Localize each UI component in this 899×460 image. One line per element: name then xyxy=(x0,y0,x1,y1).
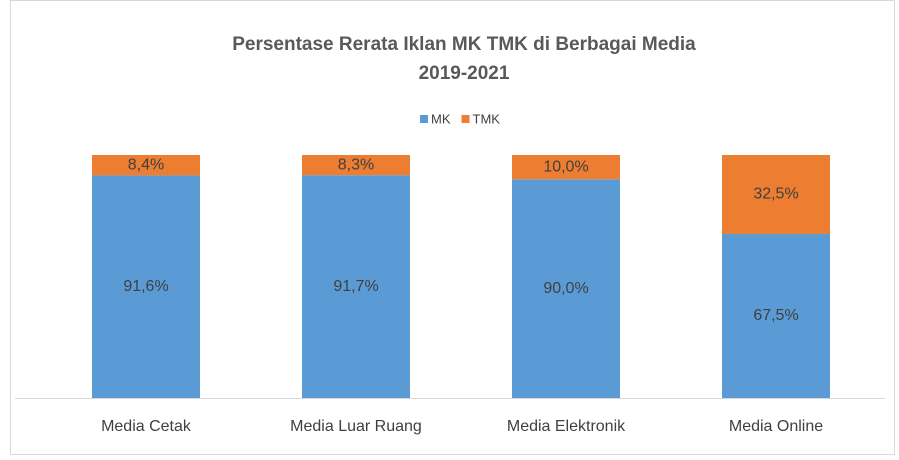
bar-segment xyxy=(722,155,830,234)
bar-segment xyxy=(512,155,620,180)
data-label: 10,0% xyxy=(543,158,588,175)
bar-segment xyxy=(302,155,410,176)
bar-segment xyxy=(92,175,200,398)
bar-segment xyxy=(302,175,410,398)
data-label: 67,5% xyxy=(753,307,798,324)
data-label: 90,0% xyxy=(543,280,588,297)
data-label: 32,5% xyxy=(753,186,798,203)
x-tick-label: Media Elektronik xyxy=(507,418,626,435)
data-label: 8,4% xyxy=(128,156,164,173)
legend-label: TMK xyxy=(473,111,501,126)
legend-swatch xyxy=(420,115,428,123)
bar-segment xyxy=(92,155,200,176)
data-label: 8,3% xyxy=(338,156,374,173)
chart-title: Persentase Rerata Iklan MK TMK di Berbag… xyxy=(232,34,696,55)
x-tick-label: Media Luar Ruang xyxy=(290,418,422,435)
legend-label: MK xyxy=(431,111,451,126)
x-tick-label: Media Cetak xyxy=(101,418,192,435)
data-label: 91,7% xyxy=(333,278,378,295)
x-tick-label: Media Online xyxy=(729,418,823,435)
data-label: 91,6% xyxy=(123,278,168,295)
legend-swatch xyxy=(461,115,470,123)
chart-subtitle: 2019-2021 xyxy=(419,63,510,84)
bar-segment xyxy=(512,179,620,398)
bar-segment xyxy=(722,233,830,398)
